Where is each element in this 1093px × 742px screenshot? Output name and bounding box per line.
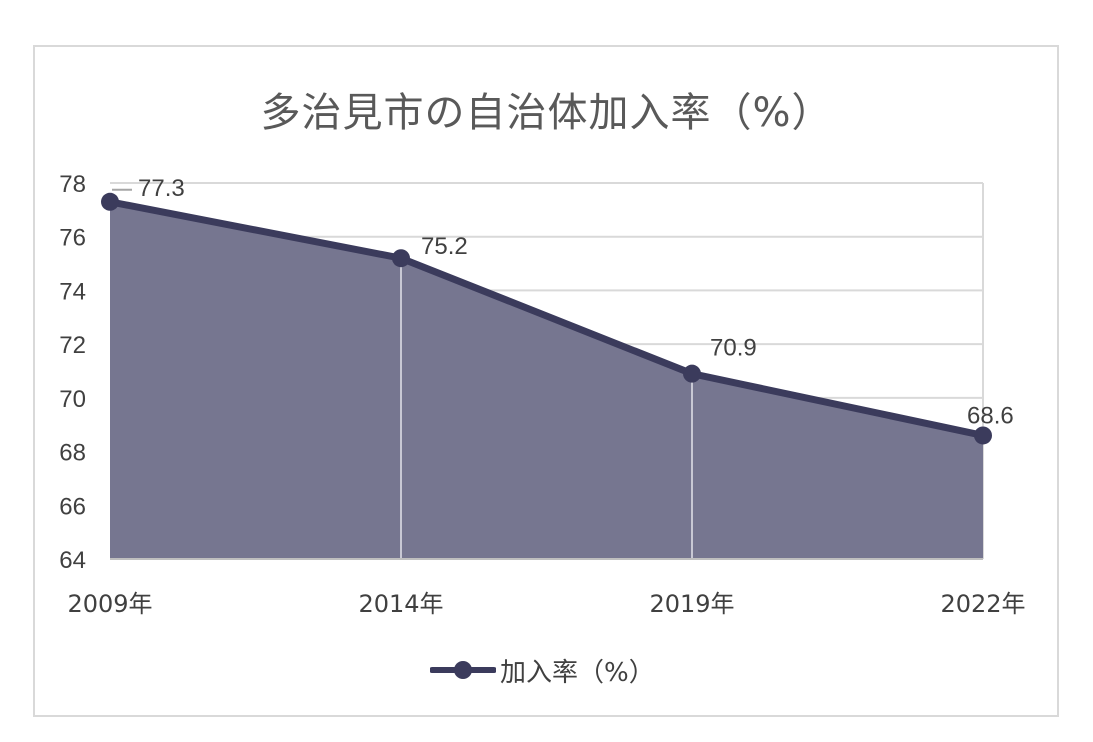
x-tick-label: 2022年 xyxy=(940,590,1025,618)
y-tick-label: 66 xyxy=(59,493,86,520)
area-series xyxy=(110,201,983,560)
y-tick-label: 68 xyxy=(59,440,86,467)
chart-title: 多治見市の自治体加入率（%） xyxy=(260,90,833,136)
y-tick-label: 70 xyxy=(59,386,86,413)
x-tick-label: 2019年 xyxy=(649,590,734,618)
line-series xyxy=(106,198,987,439)
legend-label: 加入率（%） xyxy=(500,657,655,688)
data-label: 68.6 xyxy=(967,402,1014,429)
data-point-marker xyxy=(392,249,410,268)
series-line xyxy=(106,198,987,439)
legend: 加入率（%） xyxy=(430,652,655,688)
y-tick-label: 74 xyxy=(59,278,86,305)
data-point-marker xyxy=(101,192,119,211)
x-axis-ticks: 2009年 2014年 2019年 2022年 xyxy=(67,590,1025,618)
y-tick-label: 64 xyxy=(59,547,86,574)
x-tick-label: 2009年 xyxy=(67,590,152,618)
x-tick-label: 2014年 xyxy=(358,590,443,618)
y-tick-label: 76 xyxy=(59,225,86,252)
y-tick-label: 72 xyxy=(59,332,86,359)
legend-line-marker-icon xyxy=(430,661,496,679)
data-point-marker xyxy=(683,364,701,383)
data-point-marker xyxy=(974,426,992,445)
data-points xyxy=(101,192,992,445)
data-label: 70.9 xyxy=(710,335,757,362)
data-label: 77.3 xyxy=(138,175,185,202)
area-fill xyxy=(110,201,983,560)
data-label: 75.2 xyxy=(421,233,468,260)
data-labels: 77.3 75.2 70.9 68.6 xyxy=(112,175,1014,429)
y-tick-label: 78 xyxy=(59,171,86,198)
y-axis-ticks: 64 66 68 70 72 74 76 78 xyxy=(59,171,86,574)
